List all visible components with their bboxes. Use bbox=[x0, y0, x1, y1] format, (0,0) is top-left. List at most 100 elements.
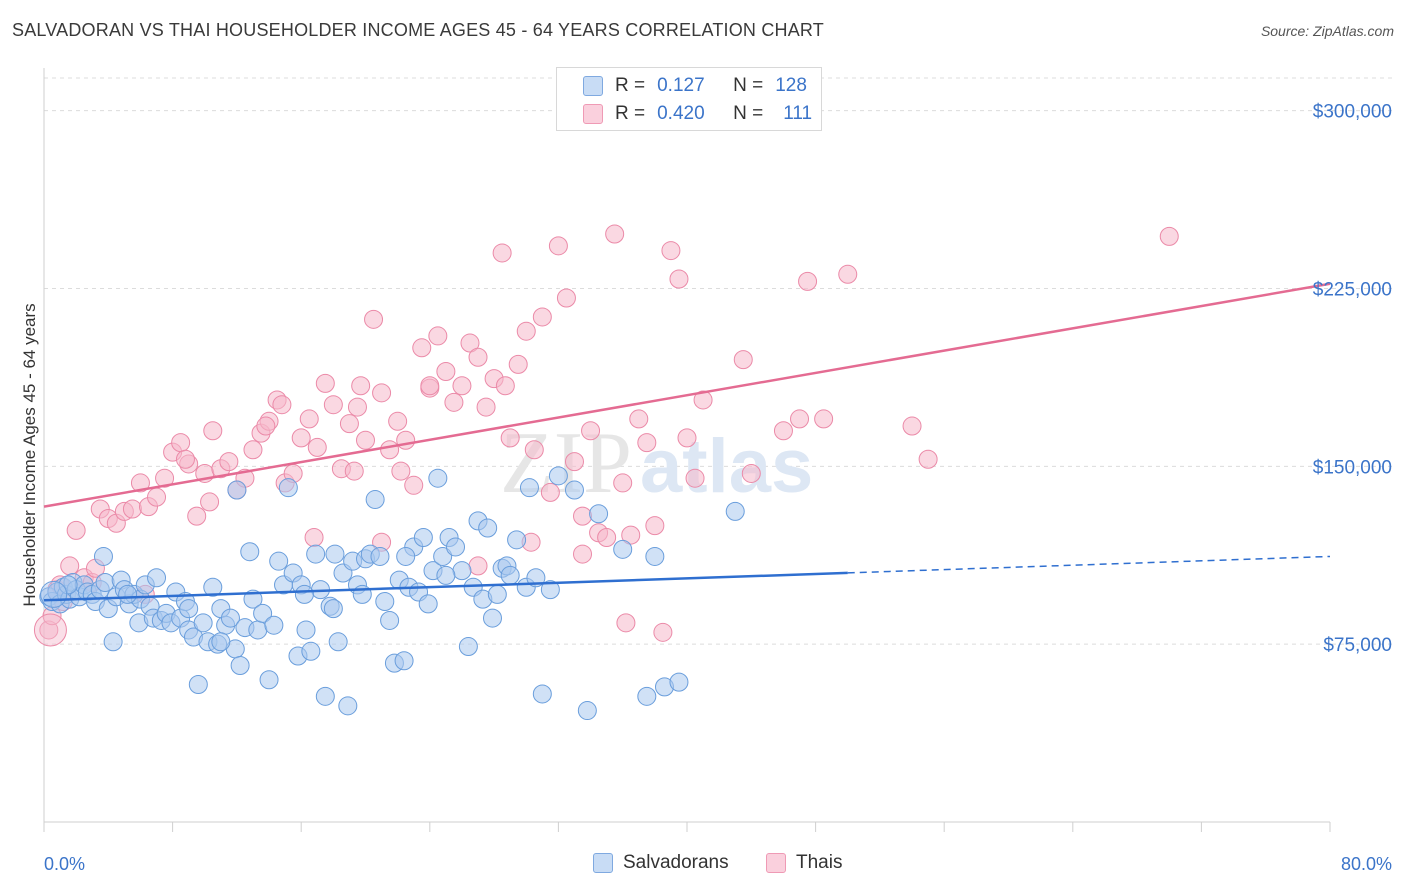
salvadoran-point bbox=[278, 478, 298, 498]
salvadoran-point bbox=[428, 468, 448, 488]
salvadoran-point bbox=[301, 641, 321, 661]
salvadoran-point bbox=[338, 696, 358, 716]
thai-point bbox=[155, 468, 175, 488]
thai-point bbox=[187, 506, 207, 526]
thai-point bbox=[685, 468, 705, 488]
salvadoran-points bbox=[39, 466, 745, 721]
thai-point bbox=[573, 544, 593, 564]
salvadoran-point bbox=[436, 565, 456, 585]
thai-point bbox=[404, 475, 424, 495]
thai-point bbox=[798, 271, 818, 291]
salvadoran-point bbox=[264, 615, 284, 635]
bottom-legend-label: Thais bbox=[796, 852, 843, 873]
salvadoran-point bbox=[58, 575, 78, 595]
legend-row-thais: R = 0.420 N = 111 bbox=[583, 100, 812, 128]
thai-point bbox=[428, 326, 448, 346]
salvadoran-point bbox=[230, 656, 250, 676]
thai-point bbox=[315, 373, 335, 393]
legend-r-value: 0.127 bbox=[657, 75, 705, 96]
salvadoran-point bbox=[103, 632, 123, 652]
salvadoran-point bbox=[540, 580, 560, 600]
thai-point bbox=[243, 440, 263, 460]
y-tick-label: $300,000 bbox=[1313, 102, 1392, 123]
thai-point bbox=[918, 449, 938, 469]
salvadoran-point bbox=[413, 527, 433, 547]
salvadoran-point bbox=[458, 637, 478, 657]
salvadoran-point bbox=[243, 589, 263, 609]
thai-point bbox=[256, 416, 276, 436]
salvadoran-point bbox=[253, 603, 273, 623]
chart-title: SALVADORAN VS THAI HOUSEHOLDER INCOME AG… bbox=[12, 20, 825, 40]
salvadoran-point bbox=[637, 686, 657, 706]
salvadoran-point bbox=[532, 684, 552, 704]
thai-point bbox=[492, 243, 512, 263]
salvadoran-point bbox=[227, 480, 247, 500]
thai-point bbox=[33, 613, 67, 647]
thai-point bbox=[356, 430, 375, 450]
salvadoran-point bbox=[519, 478, 539, 498]
thai-point bbox=[391, 461, 411, 481]
thai-point bbox=[396, 430, 416, 450]
thai-point bbox=[661, 241, 681, 261]
salvadoran-point bbox=[725, 501, 745, 521]
bottom-legend-salvadorans: Salvadorans bbox=[593, 852, 729, 874]
salvadoran-point bbox=[179, 599, 199, 619]
thai-point bbox=[203, 421, 223, 441]
salvadoran-point bbox=[669, 672, 689, 692]
salvadoran-point bbox=[365, 490, 385, 510]
salvadoran-point bbox=[433, 546, 453, 566]
salvadoran-point bbox=[452, 561, 472, 581]
thai-point bbox=[323, 395, 343, 415]
legend-r-label: R = bbox=[615, 75, 646, 96]
thai-point bbox=[130, 473, 150, 493]
salvadoran-point bbox=[418, 594, 438, 614]
thai-point bbox=[495, 376, 515, 396]
thai-point bbox=[66, 520, 86, 540]
salvadoran-point bbox=[380, 610, 400, 630]
salvadoran-point bbox=[375, 591, 395, 611]
thai-point bbox=[147, 487, 167, 507]
salvadoran-point bbox=[328, 632, 348, 652]
thai-point bbox=[790, 409, 810, 429]
bottom-legend-thais: Thais bbox=[766, 852, 842, 874]
thai-point bbox=[838, 264, 858, 284]
legend-r-value: 0.420 bbox=[657, 103, 705, 124]
thai-point bbox=[500, 428, 520, 448]
x-tick-label: 0.0% bbox=[44, 854, 85, 874]
salvadoran-point bbox=[507, 530, 527, 550]
salvadoran-point bbox=[240, 542, 260, 562]
thai-point bbox=[444, 392, 464, 412]
thai-point bbox=[532, 307, 552, 327]
thai-point bbox=[351, 376, 371, 396]
salvadoran-point bbox=[203, 577, 223, 597]
thai-point bbox=[468, 556, 488, 576]
salvadoran-point bbox=[118, 584, 138, 604]
bottom-legend-swatch-pink bbox=[766, 853, 786, 873]
y-axis-label: Householder Income Ages 45 - 64 years bbox=[20, 303, 39, 607]
thai-point bbox=[733, 350, 753, 370]
thai-point bbox=[669, 269, 689, 289]
legend-row-salvadorans: R = 0.127 N = 128 bbox=[583, 72, 807, 100]
thai-point bbox=[621, 525, 641, 545]
thai-point bbox=[645, 516, 665, 536]
salvadoran-point bbox=[296, 620, 316, 640]
salvadoran-point bbox=[487, 584, 507, 604]
thai-point bbox=[364, 309, 384, 329]
source-label: Source: ZipAtlas.com bbox=[1260, 23, 1394, 39]
thai-point bbox=[344, 461, 364, 481]
x-tick-label: 80.0% bbox=[1341, 854, 1392, 874]
legend-r-label: R = bbox=[615, 103, 646, 124]
salvadoran-point bbox=[188, 674, 208, 694]
salvadoran-point bbox=[269, 551, 289, 571]
salvadoran-point bbox=[482, 608, 502, 628]
salvadoran-point bbox=[259, 670, 279, 690]
salvadoran-point bbox=[248, 620, 268, 640]
salvadoran-point bbox=[446, 537, 466, 557]
salvadoran-point bbox=[564, 480, 584, 500]
salvadoran-point bbox=[211, 632, 231, 652]
thai-point bbox=[629, 409, 649, 429]
salvadoran-point bbox=[645, 546, 665, 566]
thai-trend-line bbox=[43, 282, 1331, 508]
thai-point bbox=[412, 338, 432, 358]
